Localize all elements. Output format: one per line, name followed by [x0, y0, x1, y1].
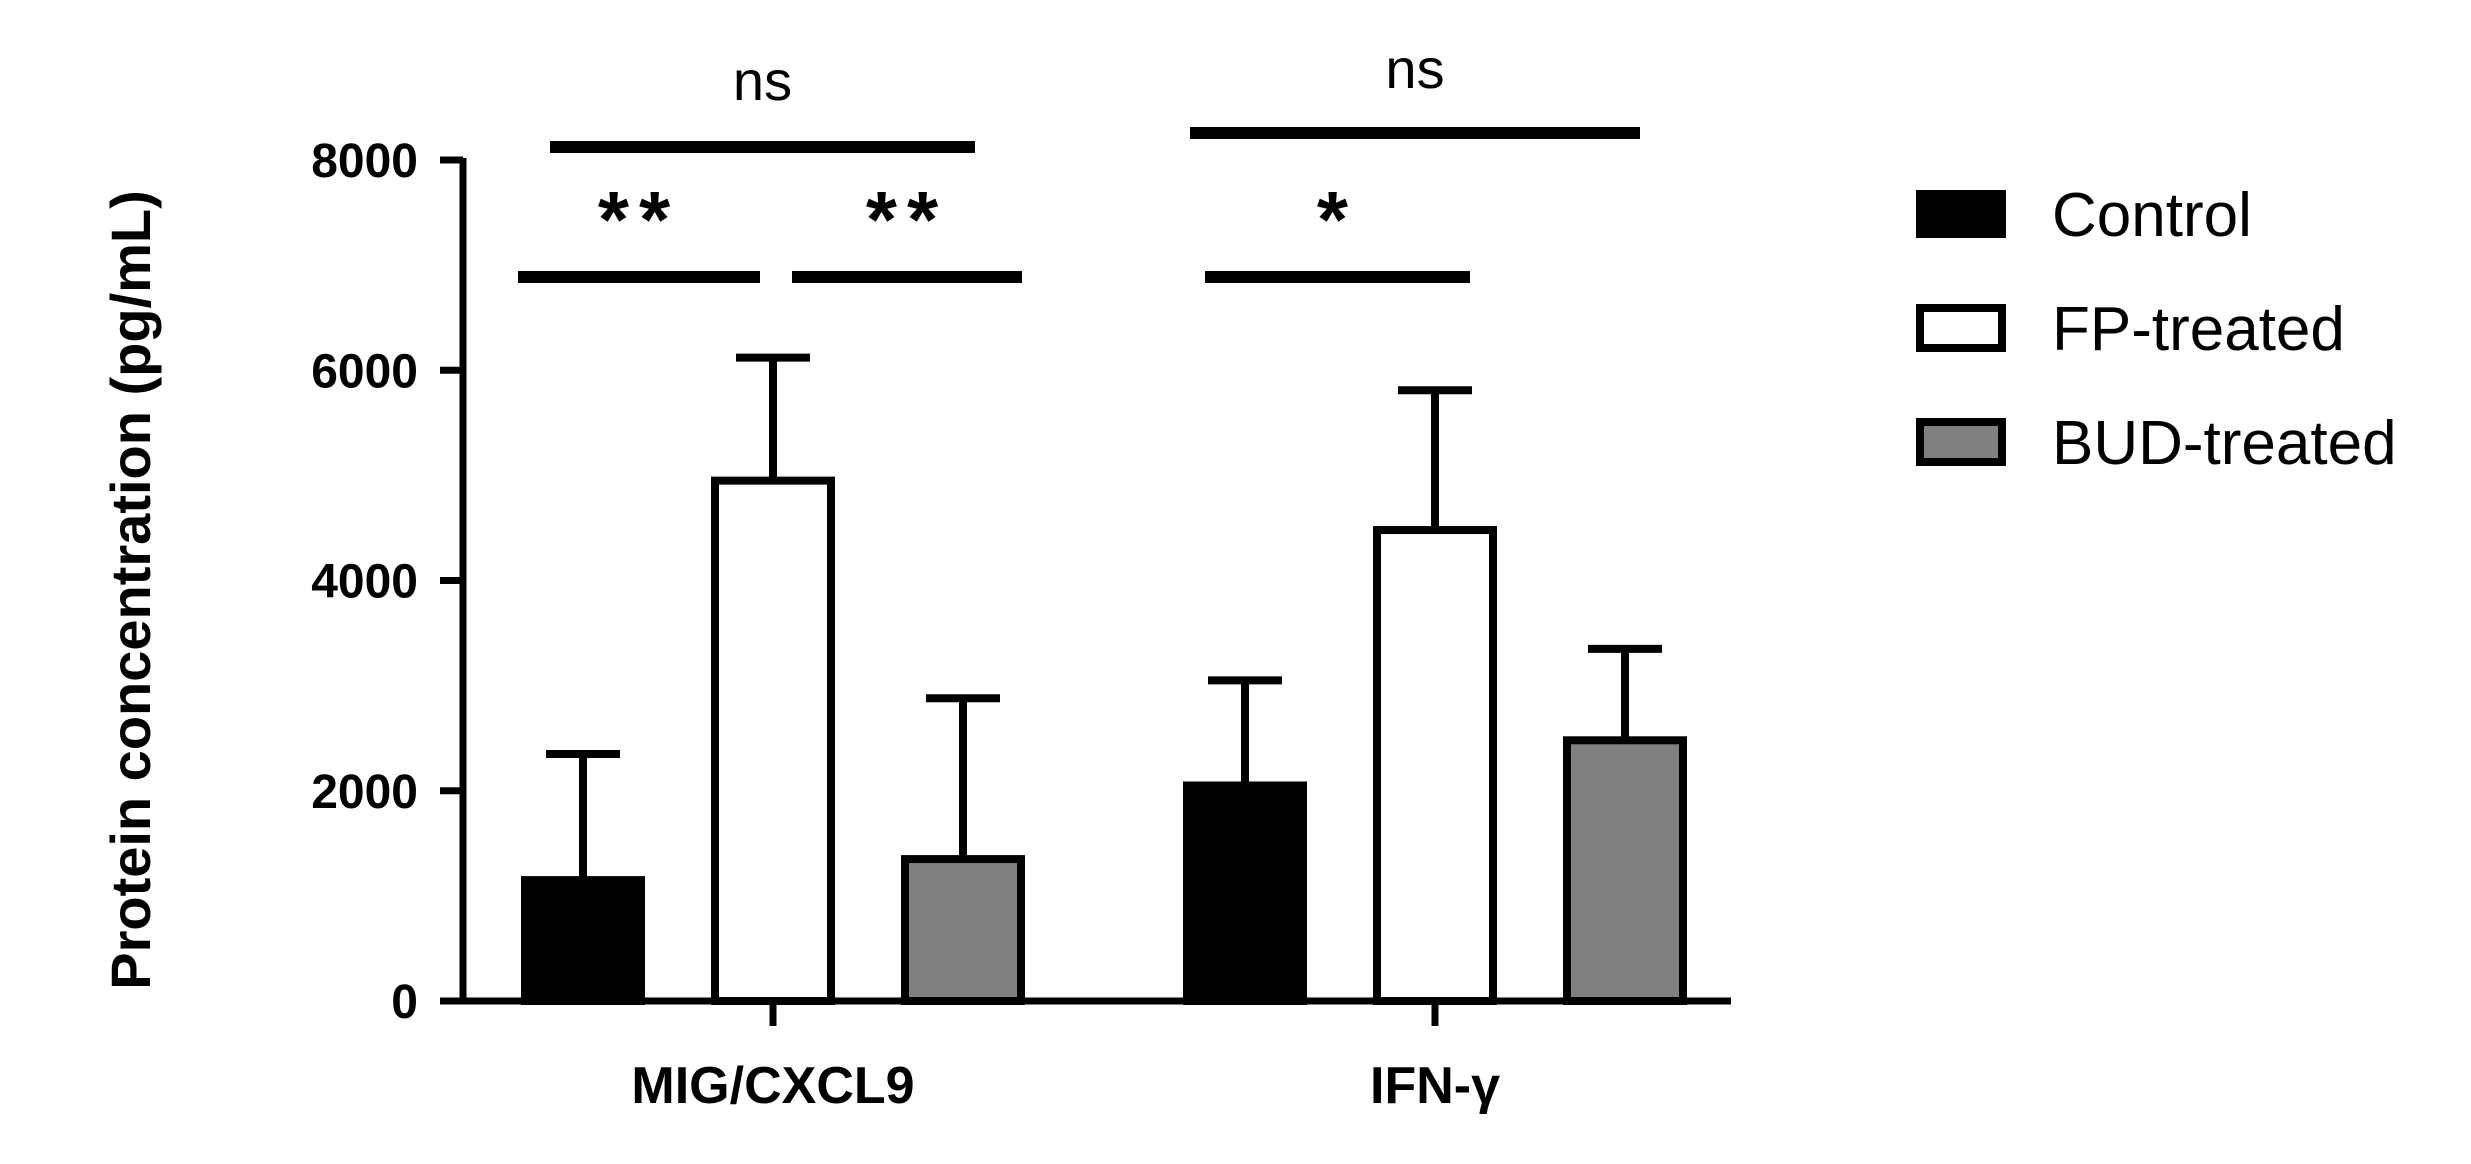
- y-ticks: 0 2000 4000 6000 8000: [311, 135, 463, 1029]
- bar-1-1: [1373, 526, 1497, 1005]
- y-axis-title: Protein concentration (pg/mL): [99, 190, 162, 990]
- axes: [459, 158, 1731, 1005]
- legend-swatch-0: [1916, 190, 2006, 238]
- significance-annotations: ** ** ns * ns: [518, 37, 1640, 283]
- x-ticks: MIG/CXCL9 IFN-γ: [631, 1001, 1500, 1115]
- y-tick-label-1: 2000: [311, 766, 418, 819]
- bar-2-1: [1563, 736, 1687, 1005]
- y-tick-label-4: 8000: [311, 135, 418, 188]
- sig-label-0: **: [598, 175, 680, 264]
- sig-label-1: **: [866, 175, 948, 264]
- bar-2-0: [901, 855, 1025, 1005]
- legend-swatch-1: [1916, 304, 2006, 352]
- legend-swatch-2: [1916, 418, 2006, 466]
- sig-label-3: *: [1317, 175, 1358, 264]
- bars-layer: [521, 476, 1687, 1006]
- y-tick-label-3: 6000: [311, 345, 418, 398]
- sig-label-4: ns: [1385, 37, 1444, 100]
- bar-1-0: [711, 476, 835, 1006]
- x-tick-label-0: MIG/CXCL9: [631, 1057, 914, 1115]
- legend-label-2: BUD-treated: [2052, 409, 2397, 478]
- legend: Control FP-treated BUD-treated: [1916, 181, 2397, 478]
- sig-label-2: ns: [733, 49, 792, 112]
- legend-label-0: Control: [2052, 181, 2252, 250]
- errorbars-layer: [546, 353, 1662, 881]
- bar-0-1: [1183, 781, 1307, 1006]
- x-tick-label-1: IFN-γ: [1370, 1057, 1500, 1115]
- y-tick-label-0: 0: [391, 976, 418, 1029]
- y-tick-label-2: 4000: [311, 556, 418, 609]
- bar-0-0: [521, 876, 645, 1006]
- legend-label-1: FP-treated: [2052, 295, 2345, 364]
